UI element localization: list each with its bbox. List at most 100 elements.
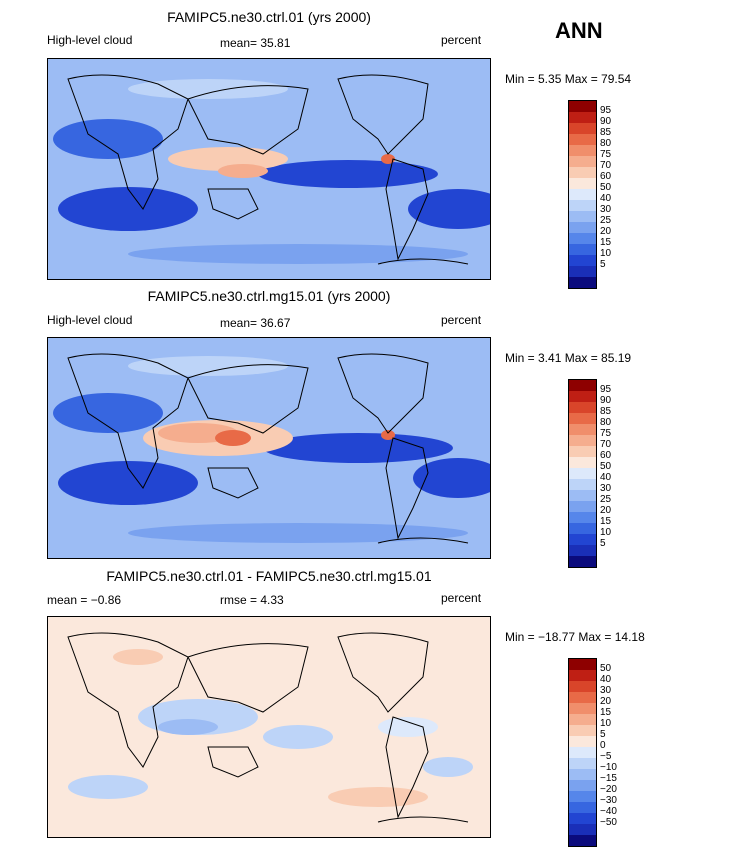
colorbar-tick-label: 5 <box>600 259 606 270</box>
colorbar-tick-label: −15 <box>600 773 617 784</box>
panel-3-map-svg <box>48 617 490 837</box>
colorbar-tick-label: 40 <box>600 674 612 685</box>
colorbar-tick-label: 25 <box>600 215 612 226</box>
panel-3-title: FAMIPC5.ne30.ctrl.01 - FAMIPC5.ne30.ctrl… <box>106 568 432 584</box>
colorbar-swatch <box>569 112 596 123</box>
colorbar-tick-label: 30 <box>600 204 612 215</box>
colorbar-swatch <box>569 435 596 446</box>
panel-2-mean-label: mean= 36.67 <box>220 316 291 330</box>
season-label: ANN <box>555 18 603 43</box>
colorbar-tick-label: 95 <box>600 384 612 395</box>
colorbar-swatch <box>569 835 596 846</box>
colorbar-swatch <box>569 457 596 468</box>
colorbar-tick-label: 85 <box>600 127 612 138</box>
colorbar-swatch <box>569 545 596 556</box>
panel-3-min-max: Min = −18.77 Max = 14.18 <box>505 630 645 644</box>
colorbar-tick-label: 80 <box>600 417 612 428</box>
panel-3-map <box>47 616 491 838</box>
colorbar-swatch <box>569 769 596 780</box>
colorbar-swatch <box>569 178 596 189</box>
panel-2-map-svg <box>48 338 490 558</box>
colorbar-tick-label: 5 <box>600 538 606 549</box>
panel-2-units-label: percent <box>441 313 482 327</box>
panel-2-variable-label: High-level cloud <box>47 313 133 327</box>
colorbar-tick-label: 5 <box>600 729 606 740</box>
colorbar-tick-label: 20 <box>600 505 612 516</box>
colorbar-swatch <box>569 681 596 692</box>
panel-1-title: FAMIPC5.ne30.ctrl.01 (yrs 2000) <box>167 9 371 25</box>
panel-1-min-max: Min = 5.35 Max = 79.54 <box>505 72 632 86</box>
colorbar-swatch <box>569 523 596 534</box>
colorbar-tick-label: −40 <box>600 806 617 817</box>
colorbar-tick-label: 40 <box>600 193 612 204</box>
colorbar-box <box>568 100 597 289</box>
colorbar-swatch <box>569 747 596 758</box>
panel-2-colorbar: 95 90 85 80 75 70 60 50 40 30 25 20 15 10 5 <box>568 379 611 568</box>
colorbar-tick-label: 70 <box>600 160 612 171</box>
colorbar-tick-label: 20 <box>600 226 612 237</box>
colorbar-swatch <box>569 233 596 244</box>
colorbar-swatch <box>569 211 596 222</box>
colorbar-swatch <box>569 123 596 134</box>
colorbar-tick-label: 75 <box>600 428 612 439</box>
colorbar-tick-label: 95 <box>600 105 612 116</box>
colorbar-tick-label: −30 <box>600 795 617 806</box>
colorbar-swatch <box>569 670 596 681</box>
colorbar-swatch <box>569 222 596 233</box>
colorbar-swatch <box>569 200 596 211</box>
colorbar-swatch <box>569 758 596 769</box>
panel-3-units-label: percent <box>441 591 482 605</box>
colorbar-tick-label: 85 <box>600 406 612 417</box>
colorbar-swatch <box>569 512 596 523</box>
colorbar-tick-label: 40 <box>600 472 612 483</box>
colorbar-tick-label: 50 <box>600 461 612 472</box>
colorbar-tick-label: 15 <box>600 237 612 248</box>
colorbar-swatch <box>569 145 596 156</box>
colorbar-tick-label: 20 <box>600 696 612 707</box>
colorbar-swatch <box>569 556 596 567</box>
colorbar-swatch <box>569 802 596 813</box>
colorbar-swatch <box>569 780 596 791</box>
panel-3-mean-label: mean = −0.86 <box>47 593 122 607</box>
colorbar-tick-label: 50 <box>600 182 612 193</box>
colorbar-swatch <box>569 659 596 670</box>
panel-3-colorbar: 50 40 30 20 15 10 5 0 −5 −10 −15 −20 −30 −40 −50 <box>568 658 617 847</box>
colorbar-swatch <box>569 692 596 703</box>
colorbar-swatch <box>569 479 596 490</box>
colorbar-box <box>568 658 597 847</box>
colorbar-swatch <box>569 446 596 457</box>
colorbar-swatch <box>569 703 596 714</box>
colorbar-swatch <box>569 725 596 736</box>
colorbar-tick-label: 15 <box>600 516 612 527</box>
colorbar-swatch <box>569 791 596 802</box>
colorbar-tick-label: 75 <box>600 149 612 160</box>
colorbar-swatch <box>569 736 596 747</box>
colorbar-tick-label: −5 <box>600 751 612 762</box>
colorbar-tick-label: 60 <box>600 450 612 461</box>
colorbar-tick-label: −50 <box>600 817 617 828</box>
colorbar-swatch <box>569 134 596 145</box>
colorbar-tick-label: 25 <box>600 494 612 505</box>
colorbar-tick-label: −10 <box>600 762 617 773</box>
panel-1-variable-label: High-level cloud <box>47 33 133 47</box>
colorbar-swatch <box>569 167 596 178</box>
colorbar-swatch <box>569 424 596 435</box>
panel-2-map <box>47 337 491 559</box>
colorbar-swatch <box>569 534 596 545</box>
colorbar-tick-label: 10 <box>600 527 612 538</box>
colorbar-tick-label: 60 <box>600 171 612 182</box>
colorbar-swatch <box>569 490 596 501</box>
colorbar-tick-label: 90 <box>600 395 612 406</box>
colorbar-swatch <box>569 813 596 824</box>
colorbar-tick-label: 30 <box>600 685 612 696</box>
colorbar-swatch <box>569 277 596 288</box>
colorbar-tick-label: 90 <box>600 116 612 127</box>
colorbar-swatch <box>569 189 596 200</box>
panel-1-colorbar: 95 90 85 80 75 70 60 50 40 30 25 20 15 10 5 <box>568 100 611 289</box>
panel-3-rmse-label: rmse = 4.33 <box>220 593 284 607</box>
panel-1-map <box>47 58 491 280</box>
colorbar-tick-label: 15 <box>600 707 612 718</box>
colorbar-swatch <box>569 255 596 266</box>
colorbar-swatch <box>569 244 596 255</box>
colorbar-swatch <box>569 824 596 835</box>
